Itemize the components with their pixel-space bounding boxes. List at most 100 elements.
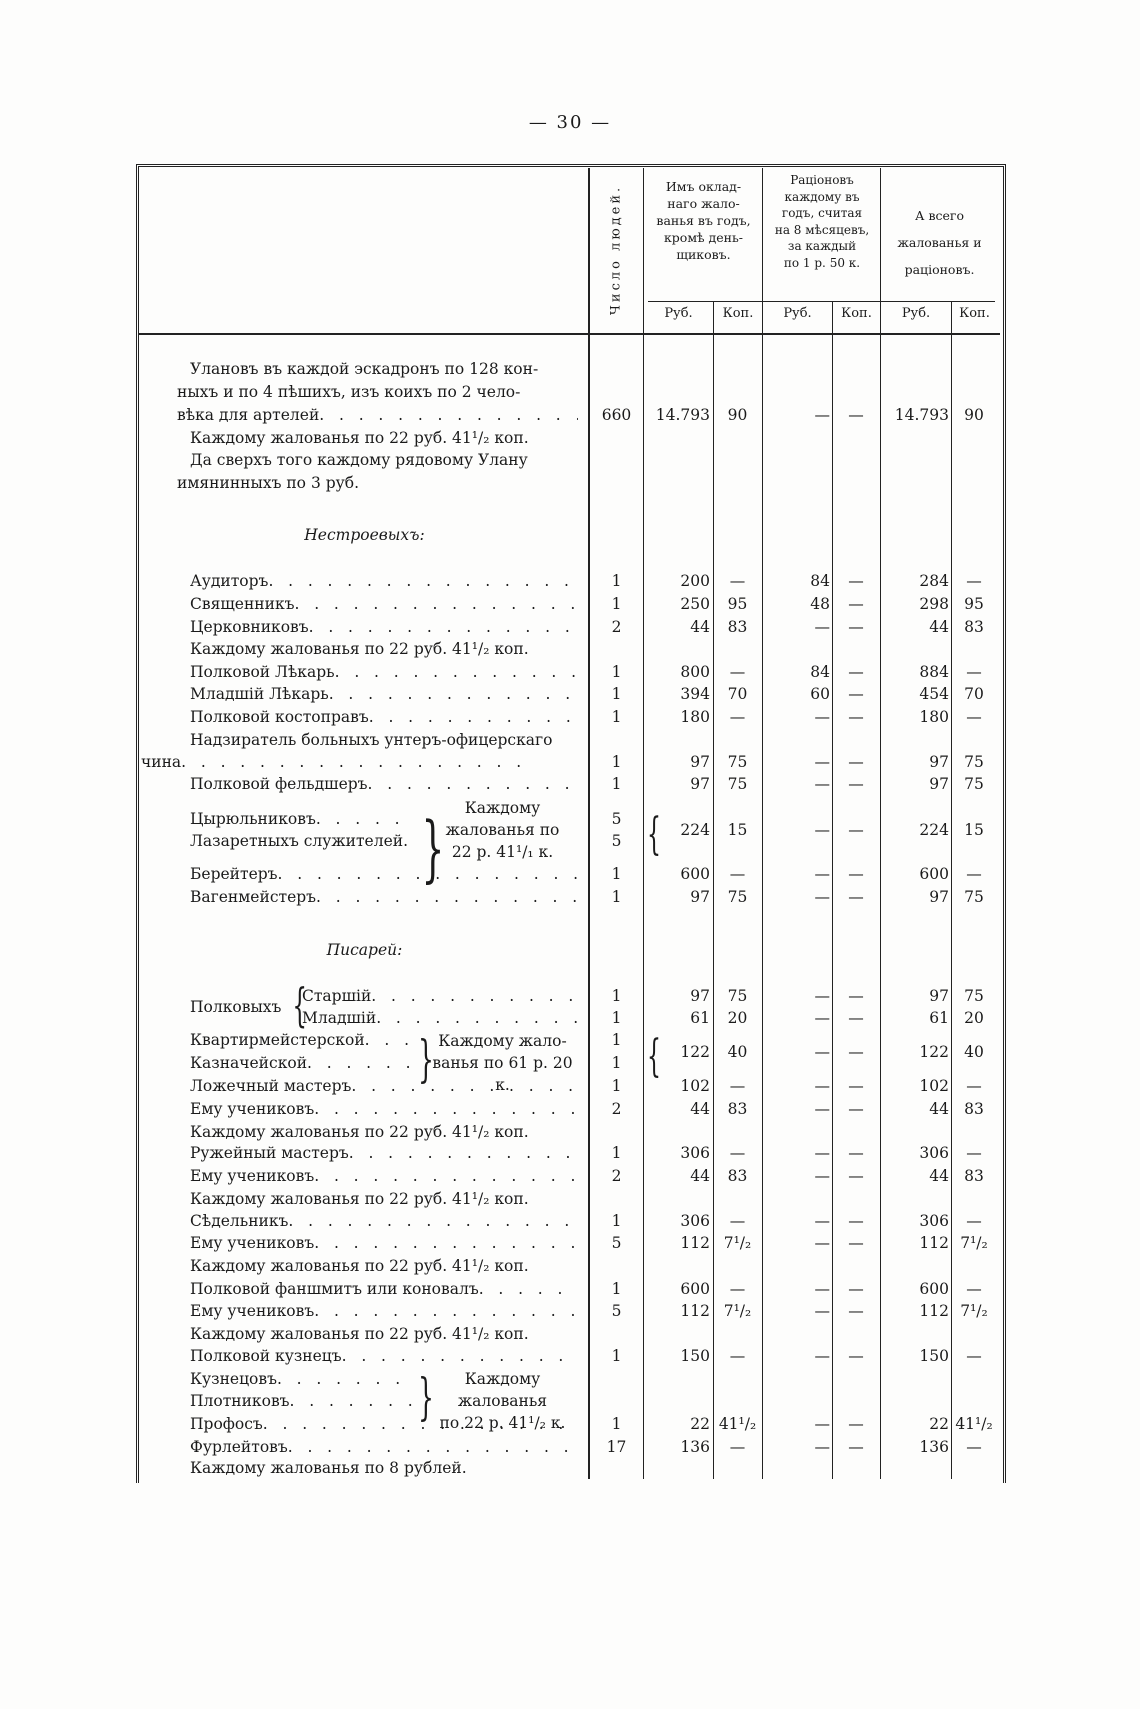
total-rub-cell: 22 — [929, 1414, 949, 1433]
row-label: Да сверхъ того каждому рядовому Улану — [190, 449, 578, 471]
dot-leader — [316, 808, 415, 830]
total-kop-cell: — — [966, 1211, 982, 1230]
row-label: Церковниковъ — [190, 616, 578, 638]
column-rule — [588, 168, 590, 1479]
rations-kop-cell: — — [848, 888, 864, 907]
group-item-text: Казначейской — [190, 1054, 308, 1073]
salary-rub-cell: 97 — [690, 753, 710, 772]
total-kop-cell: — — [966, 707, 982, 726]
group-item-text: Квартирмейстерской — [190, 1031, 365, 1050]
salary-kop-cell: 40 — [727, 1043, 748, 1062]
rations-kop-cell: — — [848, 865, 864, 884]
salary-kop-cell: 83 — [727, 617, 748, 636]
count-cell: 5 — [611, 1301, 622, 1320]
row-label-text: Младшій — [302, 1008, 377, 1027]
count-cell: 1 — [611, 775, 622, 794]
row-label: Ружейный мастеръ — [190, 1142, 578, 1164]
total-rub-cell: 306 — [919, 1211, 949, 1230]
group-item-text: Лазаретныхъ служителей — [190, 831, 404, 850]
row-label-text: Старшій — [302, 986, 372, 1005]
row-label: Надзиратель больныхъ унтеръ-офицерскаго — [190, 729, 578, 751]
row-label-text: Надзиратель больныхъ унтеръ-офицерскаго — [190, 730, 553, 749]
row-label-text: Каждому жалованья по 22 руб. 41¹/₂ коп. — [190, 428, 529, 447]
count-cell: 1 — [611, 1144, 622, 1163]
total-kop-cell: 90 — [964, 405, 984, 424]
row-label: ныхъ и по 4 пѣшихъ, изъ коихъ по 2 чело- — [177, 381, 578, 403]
header-rule — [648, 301, 995, 302]
rations-kop-cell: — — [848, 405, 864, 424]
total-rub-cell: 14.793 — [894, 405, 949, 424]
group-item-text: Кузнецовъ — [190, 1370, 277, 1389]
total-kop-cell: — — [966, 1077, 982, 1095]
salary-kop-cell: — — [729, 865, 746, 884]
total-rub-cell: 97 — [929, 986, 949, 1005]
rations-rub-cell: — — [814, 1167, 831, 1186]
count-cell: 1 — [611, 684, 622, 703]
group-item-label: Квартирмейстерской — [190, 1029, 415, 1051]
total-rub-cell: 97 — [929, 753, 949, 772]
salary-rub-cell: 800 — [680, 663, 710, 682]
group-note: Каждому жалованья по 22 р. 41¹/₁ к. — [445, 798, 560, 861]
rations-rub-cell: 84 — [810, 572, 830, 590]
total-rub-cell: 224 — [919, 820, 949, 839]
brace-icon: { — [292, 977, 307, 1032]
row-label-text: Вагенмейстеръ — [190, 888, 317, 907]
salary-kop-cell: 75 — [727, 888, 748, 907]
rations-rub-cell: — — [814, 617, 831, 636]
total-rub-cell: 600 — [919, 1280, 949, 1299]
row-label: Каждому жалованья по 22 руб. 41¹/₂ коп. — [190, 1121, 578, 1143]
row-label: Каждому жалованья по 22 руб. 41¹/₂ коп. — [190, 1323, 578, 1345]
total-rub-cell: 97 — [929, 888, 949, 907]
total-rub-cell: 180 — [919, 707, 949, 726]
dot-leader — [368, 773, 578, 795]
rations-kop-cell: — — [848, 1077, 864, 1095]
row-label: Ложечный мастеръ — [190, 1075, 578, 1097]
count-cell: 1 — [611, 1077, 622, 1095]
total-kop-cell: 70 — [964, 684, 984, 703]
rations-rub-cell: — — [814, 820, 831, 839]
salary-rub-cell: 44 — [690, 1099, 710, 1118]
total-kop-cell: 15 — [964, 820, 984, 839]
column-rule — [762, 168, 763, 1479]
row-label-text: Ему учениковъ — [190, 1099, 315, 1118]
total-kop-cell: 7¹/₂ — [960, 1234, 988, 1253]
rations-kop-cell: — — [848, 1414, 864, 1433]
count-cell: 17 — [606, 1437, 627, 1456]
salary-rub-cell: 250 — [680, 594, 710, 613]
rations-kop-cell: — — [848, 1211, 864, 1230]
row-label: Вагенмейстеръ — [190, 886, 578, 908]
column-rule — [832, 302, 833, 1479]
dot-leader — [288, 1436, 578, 1458]
salary-rub-cell: 14.793 — [655, 405, 710, 424]
row-label: Профосъ — [190, 1413, 578, 1435]
row-label: Полковой фаншмитъ или коновалъ — [190, 1278, 578, 1300]
row-label-text: Полковой фельдшеръ — [190, 775, 368, 794]
count-cell: 1 — [611, 1280, 622, 1299]
header-rations-rub: Руб. — [783, 306, 812, 321]
row-label-text: вѣка для артелей — [177, 405, 320, 424]
count-cell: 5 — [611, 831, 622, 850]
rations-rub-cell: 84 — [810, 663, 830, 682]
dot-leader — [277, 1368, 415, 1390]
dot-leader — [314, 1098, 578, 1120]
total-rub-cell: 112 — [919, 1301, 949, 1320]
row-label: Полковой Лѣкарь — [190, 661, 578, 683]
row-label: Полковой костоправъ — [190, 706, 578, 728]
salary-rub-cell: 44 — [690, 1167, 710, 1186]
total-kop-cell: 20 — [964, 1008, 984, 1027]
total-kop-cell: 40 — [964, 1043, 984, 1062]
rations-rub-cell: — — [814, 775, 831, 794]
total-kop-cell: — — [966, 1144, 982, 1163]
salary-kop-cell: 15 — [727, 820, 748, 839]
section-heading: Писарей: — [326, 941, 403, 960]
row-label-text: Полковой Лѣкарь — [190, 663, 335, 682]
total-kop-cell: — — [966, 663, 982, 682]
salary-rub-cell: 150 — [680, 1347, 710, 1366]
dot-leader — [263, 1413, 578, 1435]
total-kop-cell: 41¹/₂ — [955, 1414, 993, 1433]
rations-rub-cell: — — [814, 753, 831, 772]
salary-rub-cell: 122 — [680, 1043, 710, 1062]
total-rub-cell: 284 — [919, 572, 949, 590]
dot-leader — [319, 404, 578, 426]
